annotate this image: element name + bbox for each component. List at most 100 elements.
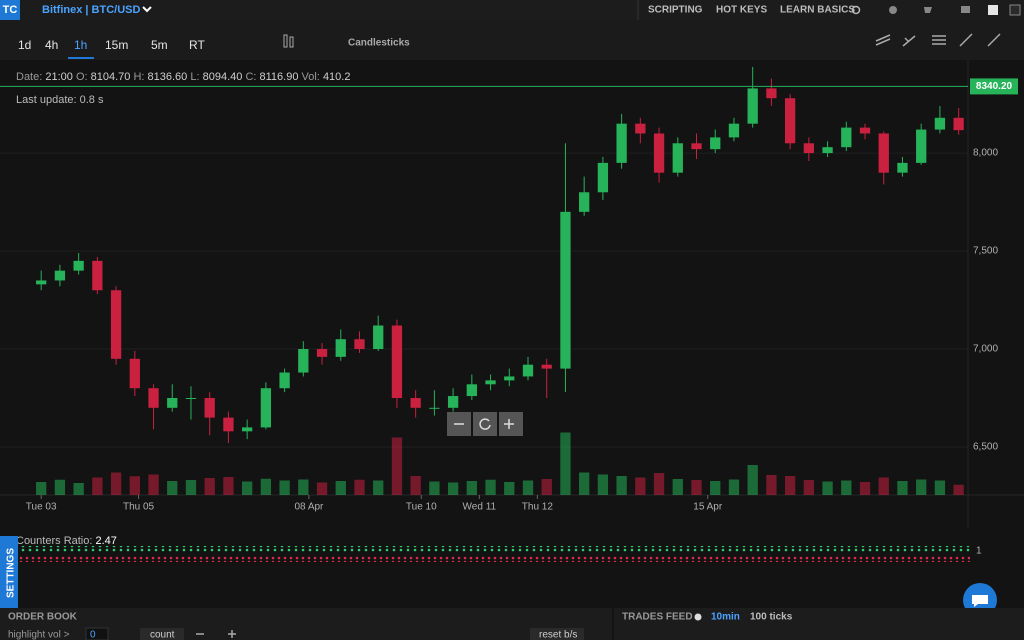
x-tick-label: 08 Apr [294, 502, 324, 513]
volume-bar [485, 479, 496, 495]
x-tick-label: Tue 03 [26, 502, 57, 513]
interval[interactable]: 4h [45, 38, 58, 52]
candle-body [354, 339, 365, 350]
volume-bar [110, 472, 122, 495]
zoom-reset[interactable] [473, 412, 497, 436]
volume-bar [822, 481, 833, 495]
candle-body [504, 376, 515, 381]
candle-body [223, 417, 234, 432]
toolbar [0, 20, 1024, 60]
ohlc-info: Date: 21:00 O: 8104.70 H: 8136.60 L: 809… [16, 71, 350, 83]
sell-counters [20, 556, 970, 562]
interval[interactable]: 15m [105, 38, 128, 52]
candle-body [373, 325, 384, 350]
candle-body [560, 211, 571, 369]
candle-body [260, 388, 272, 428]
volume-bar [316, 482, 328, 495]
reddit-icon[interactable] [889, 6, 897, 14]
trades-feed-panel [614, 608, 1024, 640]
zoom-controls [447, 412, 523, 436]
interval[interactable]: 5m [151, 38, 168, 52]
menu-item[interactable]: LEARN BASICS [780, 5, 855, 16]
dropdown-arrow[interactable] [142, 6, 152, 13]
candle-body [54, 270, 66, 281]
x-tick-label: Wed 11 [463, 502, 497, 513]
candle-body [316, 349, 328, 357]
volume-bar [710, 481, 721, 495]
info-icon[interactable] [694, 613, 702, 621]
candle-body [934, 117, 946, 130]
candle-body [597, 162, 609, 193]
count-label[interactable]: count [150, 630, 175, 640]
volume-bar [597, 474, 609, 495]
candles-icon[interactable] [283, 34, 288, 48]
candle-body [167, 398, 178, 408]
volume-bar [934, 480, 946, 495]
reset-label[interactable]: reset b/s [539, 630, 577, 640]
logo-box[interactable] [0, 0, 20, 20]
candle-body [466, 384, 477, 397]
candles-icon[interactable] [289, 36, 294, 48]
volume-bar [36, 482, 47, 495]
volume-bar [747, 465, 758, 495]
market-selector[interactable]: Bitfinex | BTC/USD [42, 4, 140, 16]
candle-body [710, 137, 721, 150]
count-button[interactable] [140, 628, 184, 640]
volume-bar [73, 483, 84, 495]
menu-item[interactable]: HOT KEYS [716, 5, 767, 16]
dark-theme[interactable] [1009, 4, 1021, 16]
last-price-label: 8340.20 [976, 81, 1013, 92]
candle-body [204, 398, 215, 418]
order-book-title: ORDER BOOK [8, 612, 78, 623]
volume-bar [635, 477, 646, 495]
chat-icon[interactable] [972, 595, 988, 607]
candle-body [485, 380, 496, 385]
candle-body [429, 407, 440, 409]
volume-bar [92, 477, 103, 495]
volume-bar [335, 481, 346, 495]
help-icon[interactable] [851, 5, 861, 15]
twitter-icon[interactable] [924, 7, 932, 13]
volume-bar [54, 479, 66, 495]
highlight-value[interactable]: 0 [90, 630, 96, 640]
candle-body [410, 398, 421, 408]
mail-icon[interactable] [961, 6, 970, 13]
candle-body [747, 88, 758, 124]
logo[interactable]: TC [3, 4, 18, 16]
volume-bar [803, 480, 814, 495]
volume-bar [579, 472, 590, 495]
candle-body [92, 260, 103, 291]
volume-bar [841, 480, 852, 495]
top-bar [0, 0, 1024, 20]
count-stepper[interactable] [196, 630, 236, 638]
interval[interactable]: RT [189, 38, 205, 52]
feed-option[interactable]: 10min [711, 612, 740, 623]
buy-counters [20, 546, 970, 552]
candle-body [728, 123, 740, 138]
volume-bar [504, 482, 515, 495]
volume-bar [260, 478, 272, 495]
candle-body [897, 162, 908, 173]
candle-body [691, 143, 702, 150]
interval-active[interactable]: 1h [74, 38, 87, 52]
x-tick-label: Thu 05 [123, 502, 155, 513]
settings-tab[interactable] [0, 536, 18, 610]
volume-bar [653, 473, 665, 495]
candle-body [129, 358, 140, 389]
volume-bar [129, 476, 140, 495]
interval[interactable]: 1d [18, 38, 31, 52]
chart-style[interactable]: Candlesticks [348, 38, 410, 49]
highlight-input[interactable] [85, 627, 109, 640]
candle-body [279, 372, 290, 389]
reset-button[interactable] [530, 628, 584, 640]
candle-body [916, 129, 927, 163]
y-tick-label: 7,500 [973, 246, 998, 257]
light-theme[interactable] [988, 5, 998, 15]
drawing-tools[interactable] [875, 33, 1001, 47]
volume-bar [204, 478, 215, 495]
menu-item[interactable]: SCRIPTING [648, 5, 703, 16]
feed-option[interactable]: 100 ticks [750, 612, 793, 623]
volume-bar [354, 479, 365, 495]
settings-label[interactable]: SETTINGS [6, 548, 17, 598]
